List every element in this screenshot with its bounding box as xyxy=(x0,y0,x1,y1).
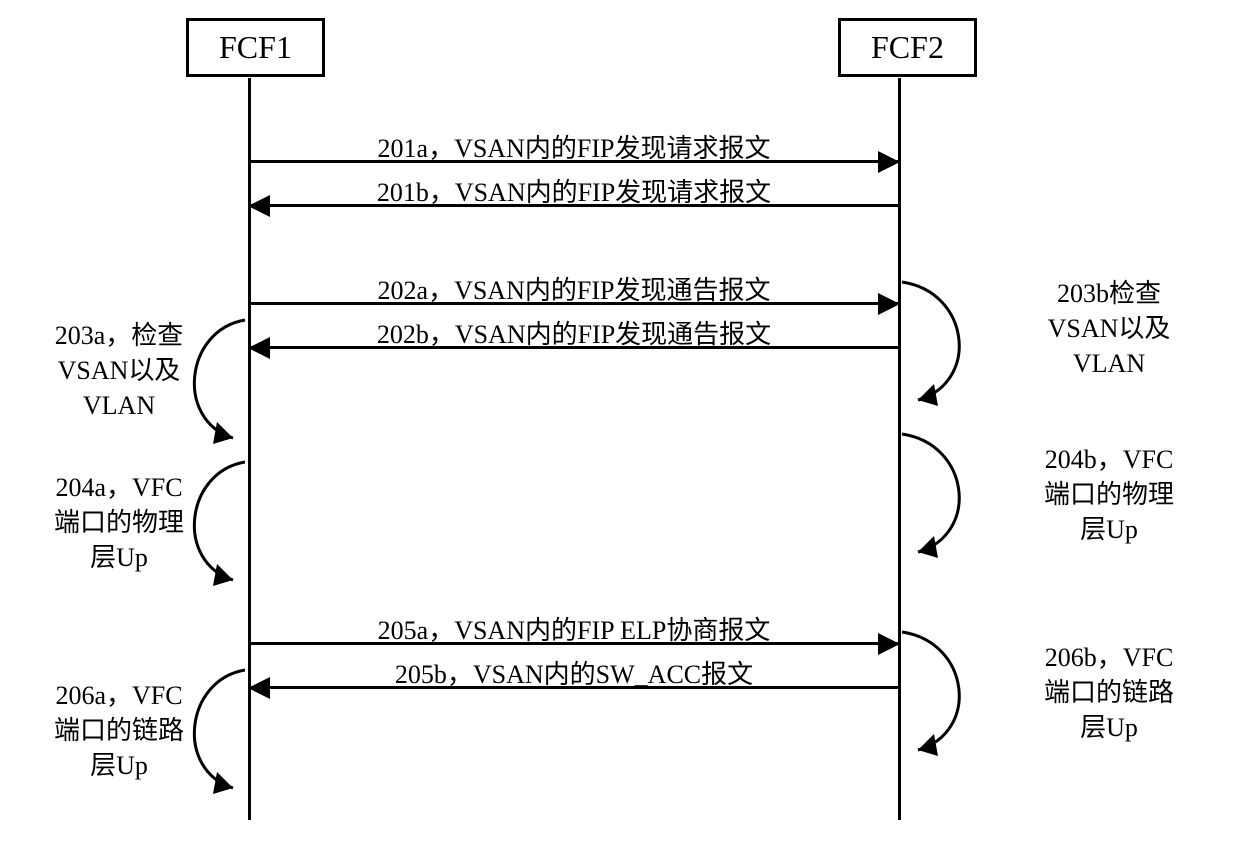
self-loop-s204a: 204a，VFC端口的物理层Up xyxy=(35,460,195,600)
self-loop-arrow-icon xyxy=(890,424,1010,574)
lifeline-label-fcf1: FCF1 xyxy=(219,29,292,65)
self-loop-arrow-icon xyxy=(165,660,285,810)
self-loop-s204b: 204b，VFC端口的物理层Up xyxy=(910,432,1070,572)
arrow-line xyxy=(250,204,898,207)
self-loop-s206a: 206a，VFC端口的链路层Up xyxy=(35,668,195,808)
arrow-line xyxy=(250,686,898,689)
arrow-head-icon xyxy=(878,151,900,173)
arrow-head-icon xyxy=(248,195,270,217)
self-loop-label: 203b检查VSAN以及VLAN xyxy=(1020,276,1198,381)
self-loop-s203b: 203b检查VSAN以及VLAN xyxy=(910,280,1070,420)
arrow-line xyxy=(250,346,898,349)
arrow-line xyxy=(250,642,898,645)
lifeline-box-fcf2: FCF2 xyxy=(838,18,977,77)
lifeline-label-fcf2: FCF2 xyxy=(871,29,944,65)
self-loop-label: 204b，VFC端口的物理层Up xyxy=(1020,442,1198,547)
self-loop-arrow-icon xyxy=(890,272,1010,422)
arrow-line xyxy=(250,302,898,305)
self-loop-arrow-icon xyxy=(165,452,285,602)
self-loop-s203a: 203a，检查VSAN以及VLAN xyxy=(35,318,195,458)
sequence-diagram: FCF1 FCF2 201a，VSAN内的FIP发现请求报文201b，VSAN内… xyxy=(0,0,1240,850)
lifeline-box-fcf1: FCF1 xyxy=(186,18,325,77)
self-loop-arrow-icon xyxy=(890,622,1010,772)
self-loop-arrow-icon xyxy=(165,310,285,460)
arrow-line xyxy=(250,160,898,163)
self-loop-s206b: 206b，VFC端口的链路层Up xyxy=(910,630,1070,770)
self-loop-label: 206b，VFC端口的链路层Up xyxy=(1020,640,1198,745)
